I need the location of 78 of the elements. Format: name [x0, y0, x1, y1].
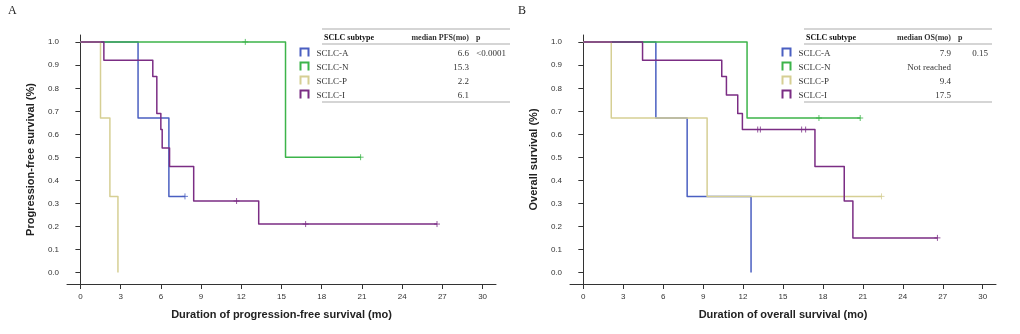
chart-title: B	[518, 3, 527, 17]
y-tick-label: 1.0	[550, 37, 563, 47]
legend-label: SCLC-I	[798, 89, 828, 100]
annotation: median PFS(mo)	[411, 32, 470, 42]
y-tick-label: 0.4	[550, 175, 563, 185]
x-axis-title: Duration of progression-free survival (mo)	[171, 307, 393, 320]
x-tick-label: 9	[198, 291, 204, 301]
point	[233, 197, 241, 205]
y-axis-title: Progression-free survival (%)	[23, 82, 36, 236]
y-tick-label: 0.7	[550, 106, 563, 116]
annotation: p	[476, 32, 481, 42]
x-tick-label: 6	[158, 291, 164, 301]
x-tick-label: 0	[581, 291, 587, 301]
x-tick-label: 21	[357, 291, 367, 301]
y-tick-label: 1.0	[47, 37, 60, 47]
y-tick-label: 0.7	[47, 106, 60, 116]
annotation: 17.5	[935, 89, 952, 100]
y-tick-label: 0.2	[47, 221, 60, 231]
annotation: 15.3	[453, 61, 470, 72]
y-tick-label: 0.6	[550, 129, 563, 139]
annotation: 6.6	[457, 47, 470, 58]
y-tick-label: 0.5	[550, 152, 563, 162]
annotation: <0.0001	[476, 47, 506, 58]
y-tick-label: 0.1	[47, 244, 60, 254]
y-tick-label: 0.2	[550, 221, 563, 231]
x-tick-label: 21	[858, 291, 868, 301]
annotation: 7.9	[939, 47, 952, 58]
annotation: 0.15	[972, 47, 989, 58]
legend-label: SCLC-N	[316, 61, 350, 72]
x-tick-label: 0	[78, 291, 84, 301]
x-tick-label: 24	[898, 291, 908, 301]
x-tick-label: 30	[478, 291, 488, 301]
legend-label: SCLC-I	[316, 89, 346, 100]
annotation: 2.2	[457, 75, 469, 86]
point	[815, 114, 823, 122]
x-tick-label: 3	[621, 291, 627, 301]
legend-label: SCLC-N	[798, 61, 832, 72]
y-tick-label: 0.8	[47, 83, 60, 93]
y-tick-label: 0.0	[550, 267, 563, 277]
chart-title: A	[8, 3, 17, 17]
annotation: 6.1	[457, 89, 469, 100]
x-tick-label: 6	[660, 291, 666, 301]
legend-label: SCLC-P	[798, 75, 830, 86]
x-tick-label: 15	[778, 291, 788, 301]
y-tick-label: 0.3	[47, 198, 60, 208]
x-tick-label: 18	[818, 291, 828, 301]
x-tick-label: 18	[317, 291, 327, 301]
y-tick-label: 0.1	[550, 244, 563, 254]
y-tick-label: 0.4	[47, 175, 60, 185]
annotation: median OS(mo)	[897, 32, 952, 42]
legend-title: SCLC subtype	[806, 32, 857, 42]
y-tick-label: 0.9	[47, 60, 60, 70]
x-tick-label: 12	[738, 291, 749, 301]
annotation: p	[958, 32, 963, 42]
x-axis-title: Duration of overall survival (mo)	[698, 307, 868, 320]
x-tick-label: 24	[397, 291, 408, 301]
x-tick-label: 15	[277, 291, 287, 301]
y-axis-title: Overall survival (%)	[526, 108, 539, 211]
y-tick-label: 0.3	[550, 198, 563, 208]
x-tick-label: 30	[978, 291, 988, 301]
annotation: 9.4	[939, 75, 952, 86]
x-tick-label: 27	[938, 291, 948, 301]
y-tick-label: 0.8	[550, 83, 563, 93]
y-tick-label: 0.0	[47, 267, 60, 277]
legend-label: SCLC-P	[316, 75, 348, 86]
point	[302, 220, 310, 228]
x-tick-label: 12	[236, 291, 247, 301]
y-tick-label: 0.6	[47, 129, 60, 139]
y-tick-label: 0.5	[47, 152, 60, 162]
point	[241, 38, 249, 46]
x-tick-label: 3	[118, 291, 124, 301]
annotation: Not reached	[907, 61, 952, 72]
legend-label: SCLC-A	[798, 47, 832, 58]
x-tick-label: 9	[700, 291, 706, 301]
x-tick-label: 27	[437, 291, 448, 301]
y-tick-label: 0.9	[550, 60, 563, 70]
legend-label: SCLC-A	[316, 47, 350, 58]
legend-title: SCLC subtype	[324, 32, 375, 42]
